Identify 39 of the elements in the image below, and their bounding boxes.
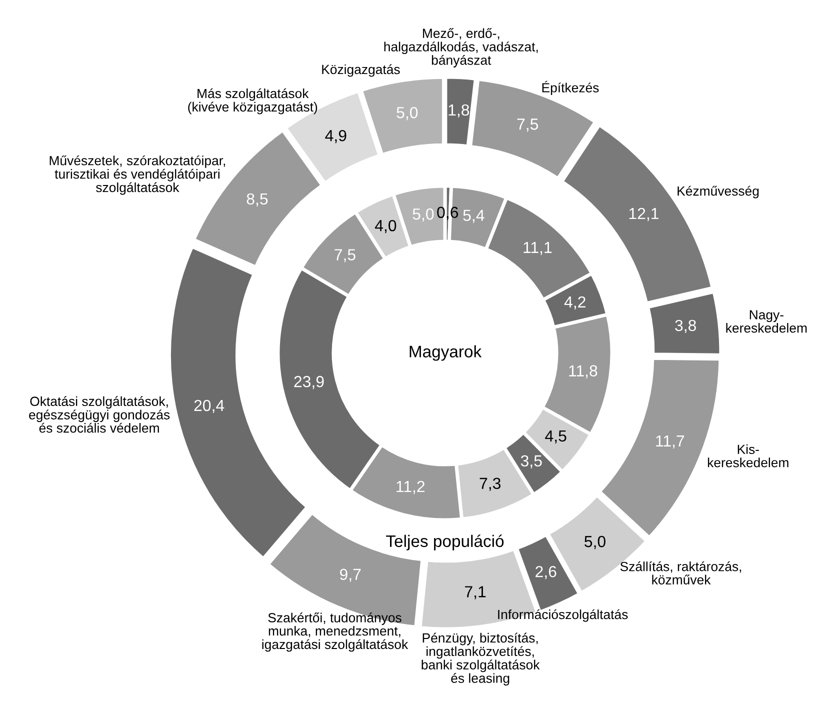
slice-label: Kis- kereskedelem <box>708 444 788 468</box>
slice-label: Teljes populáció <box>386 534 504 550</box>
data-label: 8,5 <box>246 193 268 207</box>
data-label: 11,1 <box>524 242 552 255</box>
data-label: 4,0 <box>374 220 396 234</box>
slice-label: Oktatási szolgáltatások, egészségügyi gondozás és szociális védelem <box>29 396 170 433</box>
data-label: 5,0 <box>412 208 434 222</box>
data-label: 2,6 <box>536 566 556 580</box>
data-label: 9,7 <box>340 568 361 582</box>
data-label: 7,5 <box>517 118 538 132</box>
data-label: 3,5 <box>520 455 542 468</box>
slice-label: Nagy- kereskedelem <box>726 310 807 333</box>
slice-label: Információszolgáltatás <box>498 609 628 622</box>
slice-label: Más szolgáltatások (kivéve közigazgatást) <box>188 88 318 114</box>
data-label: 11,2 <box>396 480 425 494</box>
slice-label: Szakértői, tudományos munka, menedzsment, igazgatási szolgáltatások <box>262 612 408 652</box>
slice-label: Kézművesség <box>678 186 759 198</box>
data-label: 12,1 <box>629 208 658 222</box>
slice-label: Magyarok <box>410 345 482 361</box>
data-label: 4,2 <box>564 296 586 310</box>
slice-label: Szállítás, raktározás, közművek <box>620 561 742 584</box>
data-label: 7,5 <box>334 249 356 262</box>
data-label: 7,3 <box>480 478 501 491</box>
data-label: 5,4 <box>463 210 484 223</box>
data-label: 4,9 <box>325 130 346 144</box>
data-label: 5,0 <box>584 536 606 550</box>
data-label: 11,7 <box>656 435 684 449</box>
data-label: 23,9 <box>294 376 324 390</box>
slice-label: Építkezés <box>542 80 599 96</box>
data-label: 4,5 <box>545 430 566 444</box>
data-label: 7,1 <box>465 586 486 600</box>
slice-label: Pénzügy, biztosítás, ingatlanközvetítés, banki szolgáltatások és leasing <box>422 632 540 686</box>
data-label: 5,0 <box>396 106 418 120</box>
data-label: 0,6 <box>437 206 458 220</box>
data-label: 3,8 <box>675 320 696 334</box>
data-label: 1,8 <box>448 104 470 118</box>
data-label: 11,8 <box>569 365 598 378</box>
slice-label: Művészetek, szórakoztatóipar, turisztikai és vendéglátóipari szolgáltatások <box>50 155 226 195</box>
data-label: 20,4 <box>194 400 224 414</box>
